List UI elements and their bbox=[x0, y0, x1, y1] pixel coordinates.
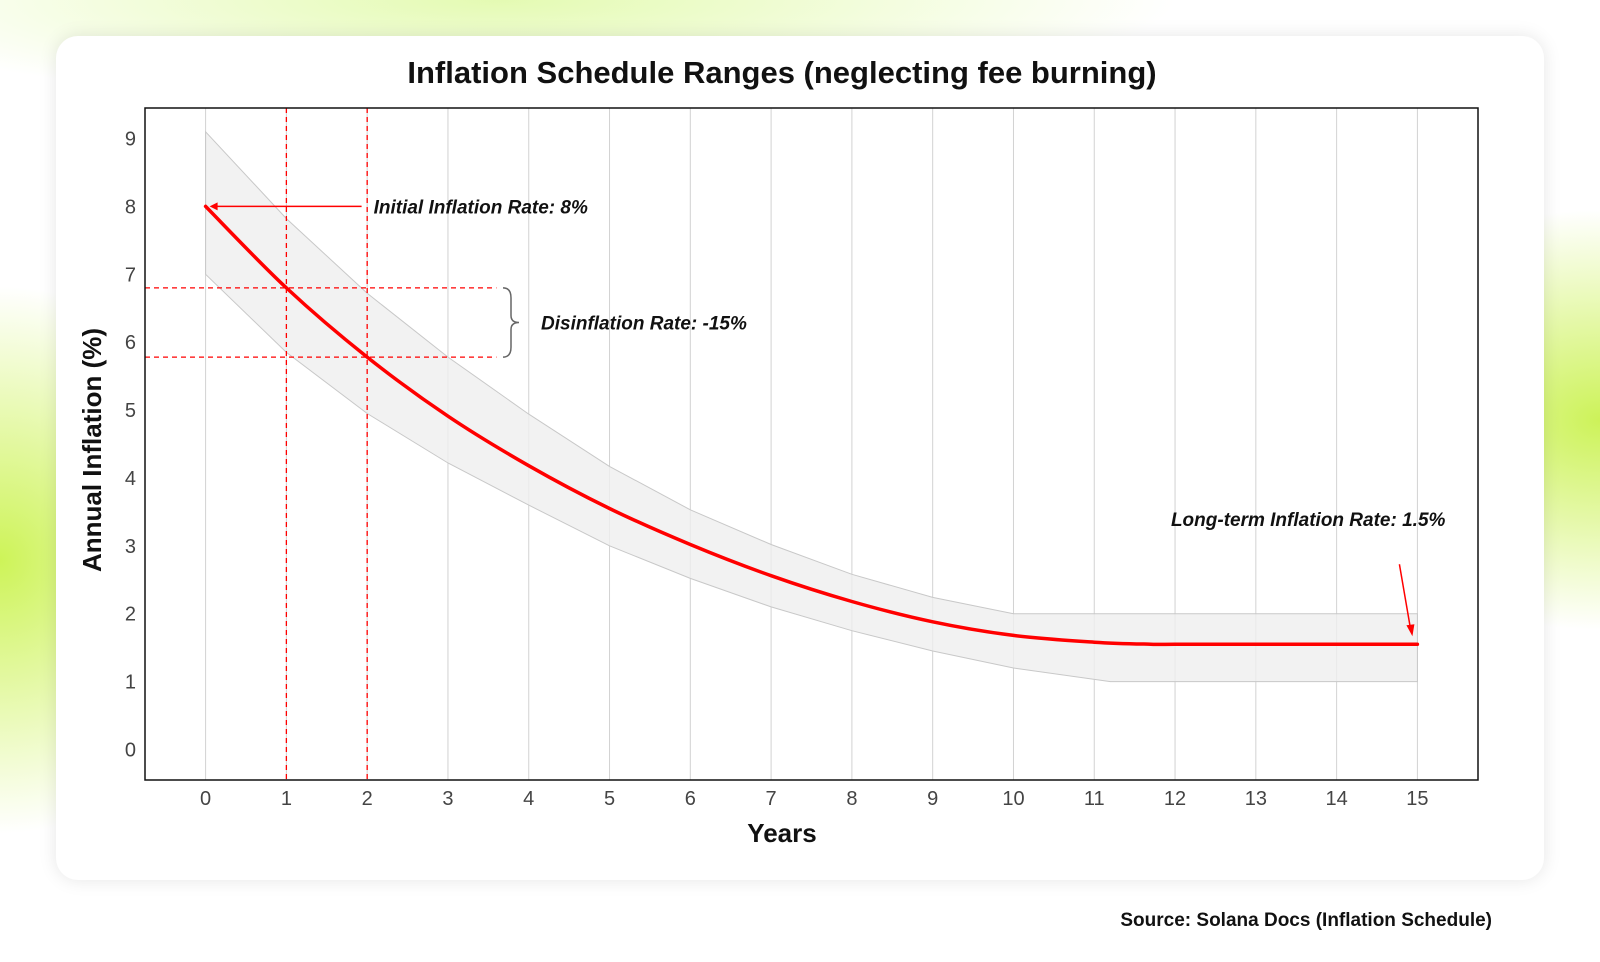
y-tick-6: 6 bbox=[125, 332, 136, 354]
long-term-arrow-line bbox=[1398, 564, 1412, 629]
chart-title: Inflation Schedule Ranges (neglecting fe… bbox=[407, 55, 1156, 90]
x-tick-15: 15 bbox=[1406, 788, 1428, 810]
x-tick-9: 9 bbox=[927, 788, 938, 810]
y-tick-2: 2 bbox=[125, 604, 136, 626]
x-tick-13: 13 bbox=[1245, 788, 1267, 810]
x-tick-11: 11 bbox=[1084, 788, 1105, 810]
source-note: Source: Solana Docs (Inflation Schedule) bbox=[1120, 910, 1492, 931]
y-tick-5: 5 bbox=[125, 400, 136, 422]
x-tick-5: 5 bbox=[604, 788, 615, 810]
range-band-area bbox=[205, 130, 1418, 683]
x-tick-8: 8 bbox=[846, 788, 857, 810]
plot-frame bbox=[144, 107, 1479, 781]
x-tick-10: 10 bbox=[1002, 788, 1024, 810]
guide-lines bbox=[145, 108, 497, 780]
long-term-arrow-head bbox=[1406, 624, 1415, 637]
y-tick-7: 7 bbox=[125, 264, 136, 286]
y-tick-9: 9 bbox=[125, 129, 136, 151]
x-tick-labels: 0 1 2 3 4 5 6 7 8 9 10 11 12 13 14 15 bbox=[200, 788, 1429, 810]
initial-rate-arrow-head bbox=[209, 202, 218, 211]
y-tick-labels: 0 1 2 3 4 5 6 7 8 9 bbox=[125, 129, 136, 762]
y-tick-3: 3 bbox=[125, 536, 136, 558]
x-tick-0: 0 bbox=[200, 788, 211, 810]
series-lines bbox=[203, 204, 1420, 647]
disinflation-label: Disinflation Rate: -15% bbox=[541, 313, 747, 334]
y-tick-1: 1 bbox=[125, 672, 136, 694]
range-band bbox=[205, 130, 1418, 683]
x-axis-title: Years bbox=[747, 818, 816, 848]
x-tick-14: 14 bbox=[1325, 788, 1347, 810]
disinflation-brace bbox=[502, 287, 520, 358]
long-term-rate-label: Long-term Inflation Rate: 1.5% bbox=[1171, 510, 1446, 531]
initial-rate-label: Initial Inflation Rate: 8% bbox=[374, 197, 588, 218]
x-tick-3: 3 bbox=[442, 788, 453, 810]
x-tick-4: 4 bbox=[523, 788, 534, 810]
y-axis-title: Annual Inflation (%) bbox=[77, 328, 107, 572]
y-tick-0: 0 bbox=[125, 739, 136, 761]
y-tick-4: 4 bbox=[125, 468, 136, 490]
y-tick-8: 8 bbox=[125, 196, 136, 218]
x-tick-12: 12 bbox=[1164, 788, 1186, 810]
x-tick-1: 1 bbox=[281, 788, 292, 810]
x-tick-2: 2 bbox=[362, 788, 373, 810]
inflation-series-line bbox=[203, 204, 1420, 647]
annotations: Initial Inflation Rate: 8% Disinflation R… bbox=[209, 197, 1446, 637]
x-tick-6: 6 bbox=[685, 788, 696, 810]
x-tick-7: 7 bbox=[766, 788, 777, 810]
